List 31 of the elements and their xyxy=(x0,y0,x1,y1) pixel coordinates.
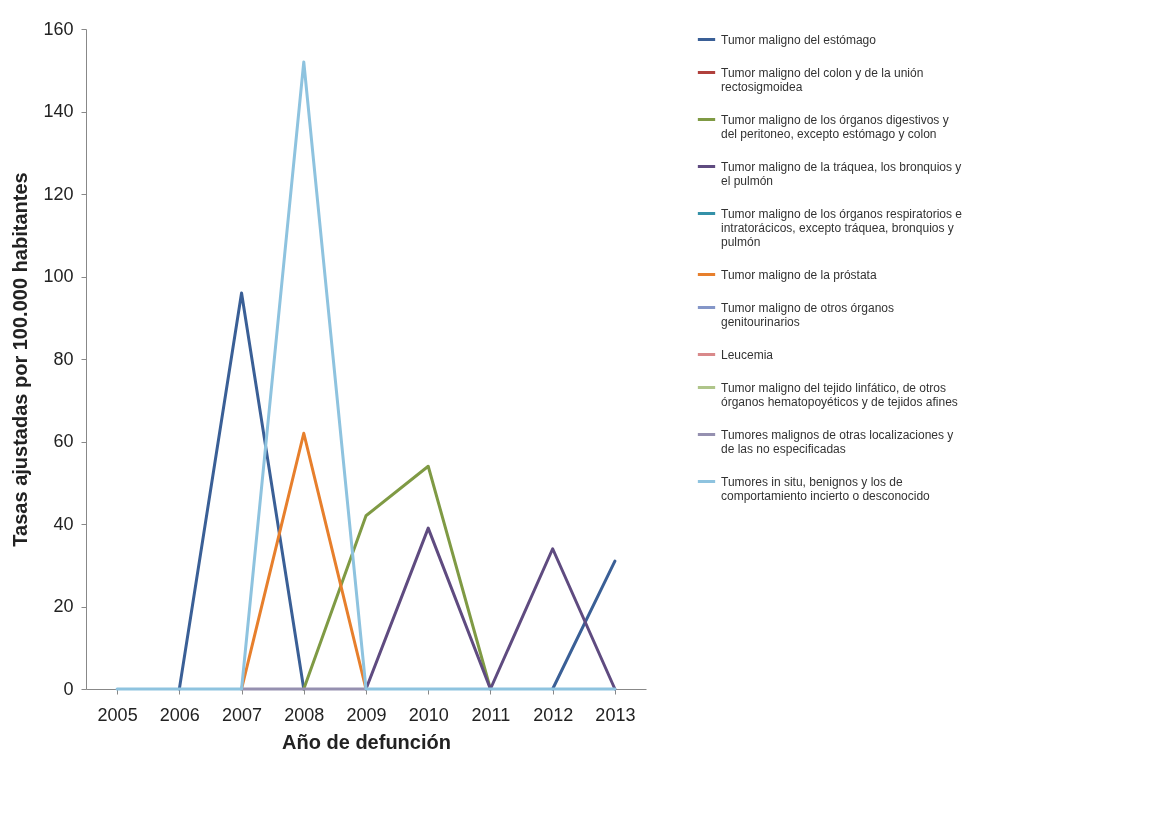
y-tick-label: 60 xyxy=(53,431,74,451)
legend-label: Tumor maligno de los órganos digestivos y del peritoneo, excepto estómago y colon xyxy=(721,112,949,141)
x-tick-label: 2008 xyxy=(284,704,325,725)
legend-label: Tumor maligno de la tráquea, los bronquios y el pulmón xyxy=(721,159,962,188)
y-tick-label: 40 xyxy=(53,513,74,534)
y-tick-label: 100 xyxy=(43,266,74,286)
x-tick-label: 2007 xyxy=(222,704,263,725)
x-tick-label: 2005 xyxy=(97,704,138,725)
x-tick-label: 2012 xyxy=(533,704,574,725)
legend-label: Tumores in situ, benignos y los de comportamiento incierto o desconocido xyxy=(721,474,931,503)
y-axis-title: Tasas ajustadas por 100.000 habitantes xyxy=(9,172,32,547)
legend-label: Tumores malignos de otras localizaciones y de las no especificadas xyxy=(721,427,954,456)
x-axis-title: Año de defunción xyxy=(282,730,451,753)
legend-label: Tumor maligno del colon y de la unión rectosigmoidea xyxy=(721,65,924,94)
x-tick-label: 2010 xyxy=(408,704,449,725)
legend-label: Tumor maligno de otros órganos genitourinarios xyxy=(721,300,894,329)
x-tick-label: 2011 xyxy=(471,704,511,725)
x-tick-label: 2009 xyxy=(346,704,387,725)
legend-label: Tumor maligno de los órganos respiratorios e intratorácicos, excepto tráquea, bronquios y pulmón xyxy=(721,206,963,249)
y-tick-label: 20 xyxy=(53,596,74,616)
legend-label: Leucemia xyxy=(721,347,774,362)
y-tick-label: 140 xyxy=(43,101,74,121)
y-tick-label: 0 xyxy=(63,678,74,699)
legend-label: Tumor maligno del tejido linfático, de otros órganos hematopoyéticos y de tejidos afines xyxy=(721,380,958,409)
y-tick-label: 160 xyxy=(43,18,74,39)
y-tick-label: 80 xyxy=(53,348,74,369)
legend-label: Tumor maligno de la próstata xyxy=(721,267,877,282)
legend-label: Tumor maligno del estómago xyxy=(721,32,877,47)
y-tick-label: 120 xyxy=(43,183,74,204)
x-tick-label: 2013 xyxy=(595,704,636,725)
x-tick-label: 2006 xyxy=(159,704,200,725)
